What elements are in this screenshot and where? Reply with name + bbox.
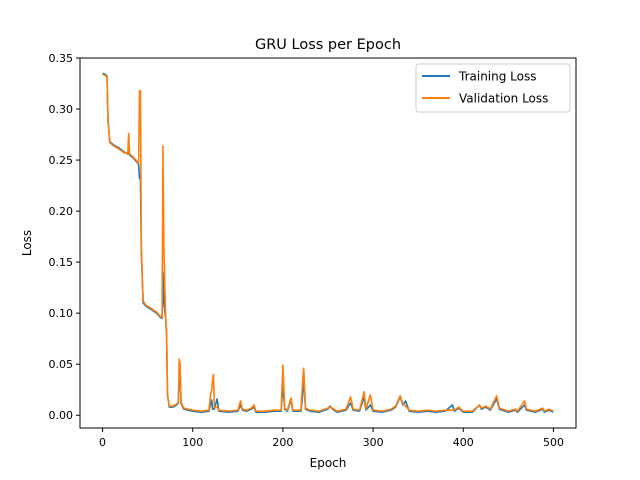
series-line-validation-loss: [102, 73, 554, 412]
y-axis-label: Loss: [20, 230, 34, 256]
y-tick-label: 0.25: [49, 154, 74, 167]
y-tick-label: 0.30: [49, 103, 74, 116]
legend-label-training: Training Loss: [458, 70, 536, 84]
x-axis-ticks: 0 100 200 300 400 500: [99, 428, 564, 449]
x-tick-label: 0: [99, 436, 106, 449]
x-tick-label: 500: [543, 436, 564, 449]
y-tick-label: 0.35: [49, 52, 74, 65]
legend-label-validation: Validation Loss: [459, 92, 548, 106]
y-tick-label: 0.00: [49, 409, 74, 422]
x-tick-label: 200: [272, 436, 293, 449]
plot-frame: [79, 57, 577, 429]
series-line-training-loss: [102, 72, 554, 413]
y-tick-label: 0.20: [49, 205, 74, 218]
y-tick-label: 0.15: [49, 256, 74, 269]
x-tick-label: 100: [182, 436, 203, 449]
y-axis-ticks: 0.00 0.05 0.10 0.15 0.20 0.25 0.30 0.35: [49, 52, 80, 422]
legend-box: [415, 63, 571, 113]
x-axis-label: Epoch: [310, 456, 347, 470]
chart-title: GRU Loss per Epoch: [255, 37, 401, 53]
y-tick-label: 0.10: [49, 307, 74, 320]
legend: Training Loss Validation Loss: [415, 63, 571, 113]
x-tick-label: 400: [453, 436, 474, 449]
x-tick-label: 300: [363, 436, 384, 449]
y-tick-label: 0.05: [49, 358, 74, 371]
series-layer: [102, 72, 554, 413]
